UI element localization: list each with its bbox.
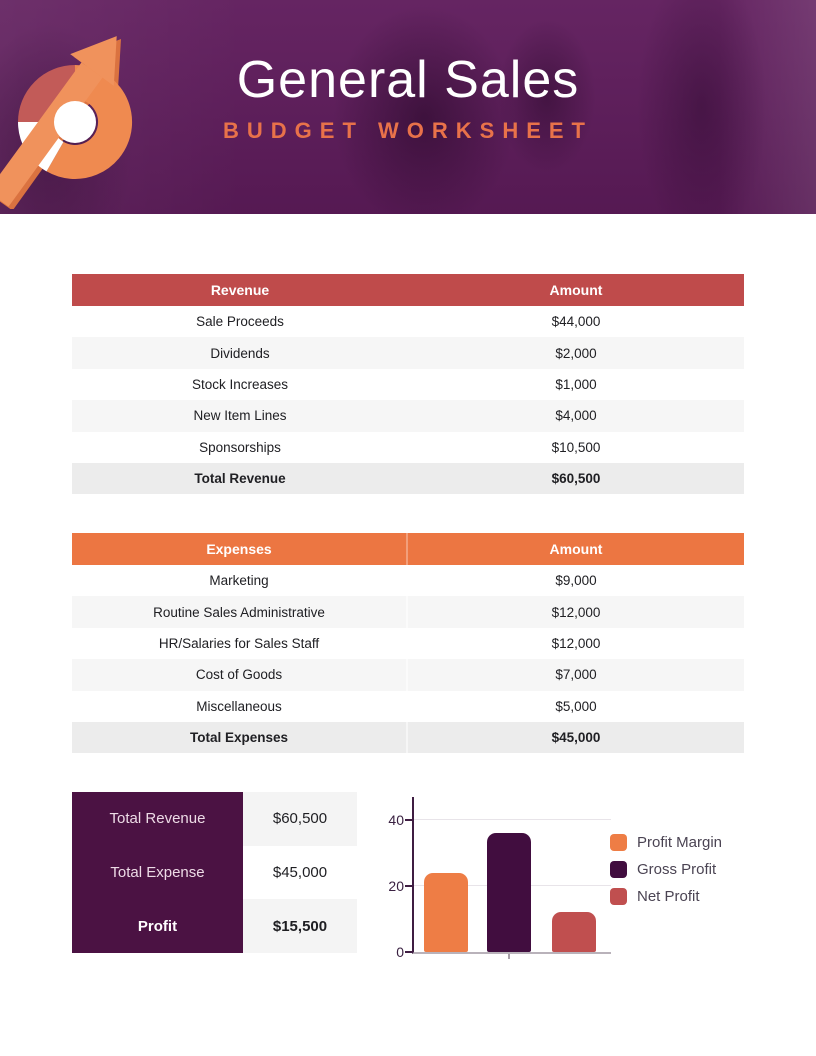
table-row: Routine Sales Administrative $12,000 <box>72 596 744 628</box>
table-row: New Item Lines $4,000 <box>72 400 744 432</box>
y-axis-tick-label: 20 <box>388 878 404 894</box>
table-row: Cost of Goods $7,000 <box>72 659 744 691</box>
revenue-row-label: Dividends <box>210 345 270 361</box>
revenue-row-amount: $2,000 <box>555 345 597 361</box>
y-axis-tick <box>405 819 412 821</box>
revenue-row-label: New Item Lines <box>193 408 287 424</box>
header-titles: General Sales BUDGET WORKSHEET <box>0 54 816 142</box>
summary-row-label: Total Expense <box>110 864 205 881</box>
table-row: Sponsorships $10,500 <box>72 431 744 463</box>
growth-arrow-chart-icon <box>0 36 133 209</box>
summary-row-value: $45,000 <box>243 845 357 900</box>
revenue-row-amount: $4,000 <box>555 408 597 424</box>
legend-item: Gross Profit <box>610 861 722 878</box>
bar-2 <box>552 912 596 952</box>
table-row: Stock Increases $1,000 <box>72 368 744 401</box>
page-header: General Sales BUDGET WORKSHEET <box>0 0 816 214</box>
expenses-total-label: Total Expenses <box>72 721 408 754</box>
expenses-row-amount: $12,000 <box>551 635 601 651</box>
gridline <box>414 819 611 820</box>
table-row: HR/Salaries for Sales Staff $12,000 <box>72 627 744 660</box>
expenses-header-amount: Amount <box>549 541 603 557</box>
revenue-total-label: Total Revenue <box>194 471 286 487</box>
expenses-row-label: Miscellaneous <box>72 690 408 722</box>
expenses-row-label: Routine Sales Administrative <box>72 596 408 628</box>
revenue-row-amount: $10,500 <box>551 439 601 455</box>
chart-plot-area <box>405 797 611 959</box>
summary-row-value: $15,500 <box>243 899 357 954</box>
expenses-row-amount: $12,000 <box>551 604 601 620</box>
bar-0 <box>424 872 468 952</box>
page-title: General Sales <box>236 51 580 109</box>
expenses-header-category: Expenses <box>72 533 408 565</box>
summary-label-panel: Total Revenue Total Expense Profit <box>72 792 243 953</box>
expenses-row-amount: $5,000 <box>555 698 597 714</box>
revenue-row-amount: $44,000 <box>551 314 601 330</box>
y-axis-tick-label: 40 <box>388 812 404 828</box>
page-subtitle: BUDGET WORKSHEET <box>223 118 593 143</box>
legend-item: Profit Margin <box>610 834 722 851</box>
revenue-table: Revenue Amount Sale Proceeds $44,000 Div… <box>72 274 744 495</box>
expenses-row-label: HR/Salaries for Sales Staff <box>72 627 408 660</box>
summary-row-label: Total Revenue <box>109 810 206 828</box>
expenses-row-label: Cost of Goods <box>72 659 408 691</box>
expenses-table-header: Expenses Amount <box>72 533 744 565</box>
y-axis-tick-label: 0 <box>396 944 404 960</box>
profit-bar-chart: 40 20 0 Profit Margin Gross Profit <box>370 790 816 965</box>
chart-legend: Profit Margin Gross Profit Net Profit <box>610 834 722 905</box>
revenue-row-label: Sponsorships <box>199 439 281 455</box>
revenue-header-category: Revenue <box>210 282 270 298</box>
revenue-total-row: Total Revenue $60,500 <box>72 462 744 495</box>
revenue-row-label: Sale Proceeds <box>196 314 284 330</box>
summary-table: Total Revenue Total Expense Profit $60,5… <box>72 792 357 954</box>
expenses-row-amount: $9,000 <box>555 573 597 589</box>
legend-swatch-2 <box>610 888 627 905</box>
legend-swatch-0 <box>610 834 627 851</box>
expenses-table: Expenses Amount Marketing $9,000 Routine… <box>72 533 744 754</box>
legend-label: Profit Margin <box>637 834 723 851</box>
expenses-row-amount: $7,000 <box>555 667 597 683</box>
y-axis-tick <box>405 951 412 953</box>
summary-row-value: $60,500 <box>243 792 357 846</box>
legend-label: Gross Profit <box>637 861 717 878</box>
expenses-total-row: Total Expenses $45,000 <box>72 721 744 754</box>
expenses-row-label: Marketing <box>72 565 408 597</box>
table-row: Sale Proceeds $44,000 <box>72 306 744 338</box>
table-row: Dividends $2,000 <box>72 337 744 369</box>
table-row: Miscellaneous $5,000 <box>72 690 744 722</box>
legend-item: Net Profit <box>610 888 722 905</box>
revenue-row-amount: $1,000 <box>555 376 597 392</box>
table-row: Marketing $9,000 <box>72 565 744 597</box>
legend-swatch-1 <box>610 861 627 878</box>
revenue-total-amount: $60,500 <box>551 471 601 487</box>
revenue-table-header: Revenue Amount <box>72 274 744 306</box>
expenses-total-amount: $45,000 <box>551 730 601 746</box>
summary-value-panel: $60,500 $45,000 $15,500 <box>243 792 357 954</box>
summary-row-label: Profit <box>137 917 178 935</box>
legend-label: Net Profit <box>637 888 700 905</box>
revenue-row-label: Stock Increases <box>191 376 289 392</box>
revenue-header-amount: Amount <box>549 282 603 298</box>
x-axis-tick <box>508 954 510 959</box>
bar-1 <box>487 833 531 952</box>
y-axis-tick <box>405 885 412 887</box>
